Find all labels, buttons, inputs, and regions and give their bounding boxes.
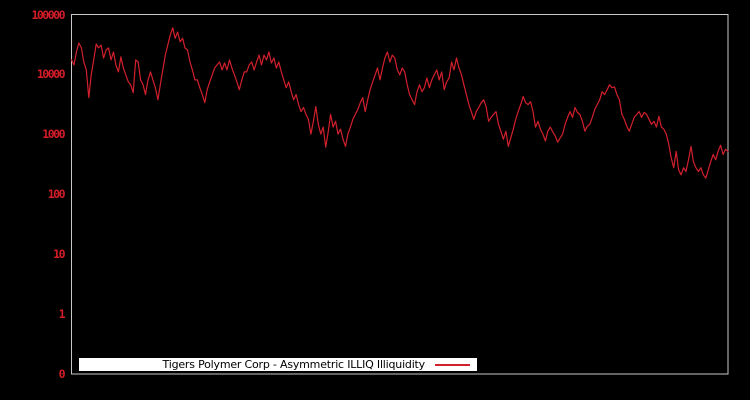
y-tick-label: 10 xyxy=(53,247,65,262)
y-tick-label: 100 xyxy=(47,187,66,202)
legend-line-sample xyxy=(435,363,470,366)
series-line xyxy=(70,27,729,179)
plot-frame xyxy=(71,14,729,375)
y-tick-label: 10000 xyxy=(36,67,66,82)
legend: Tigers Polymer Corp - Asymmetric ILLIQ I… xyxy=(79,358,477,371)
y-tick-label: 100000 xyxy=(31,7,65,22)
y-tick-label: 1000 xyxy=(42,127,65,142)
y-tick-label: 1 xyxy=(58,307,66,322)
legend-label: Tigers Polymer Corp - Asymmetric ILLIQ I… xyxy=(162,358,426,371)
y-tick-label: 0 xyxy=(58,367,66,381)
